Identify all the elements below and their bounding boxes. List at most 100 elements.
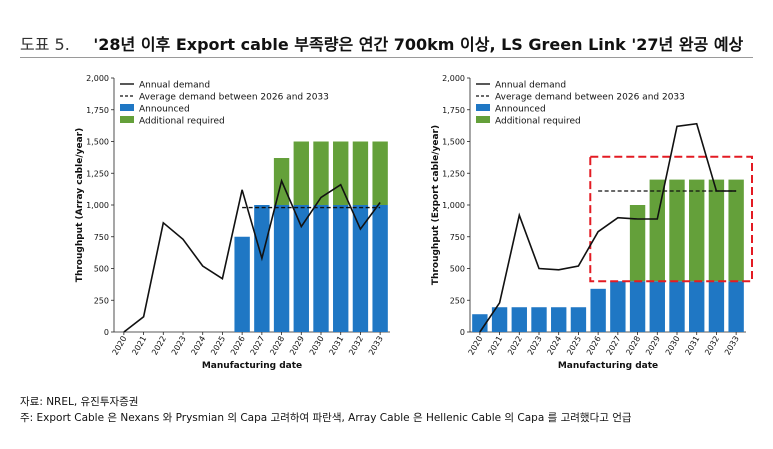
y-tick-label: 1,500: [442, 138, 465, 147]
additional-required-bar: [372, 141, 388, 205]
additional-required-bar: [629, 205, 646, 282]
legend-announced-swatch: [120, 104, 134, 111]
legend-additional-swatch: [120, 116, 134, 123]
announced-bar: [293, 205, 309, 332]
announced-bar: [590, 288, 606, 332]
x-tick-label: 2025: [209, 335, 227, 357]
announced-bar: [491, 307, 508, 332]
source-note: 자료: NREL, 유진투자증권: [20, 396, 139, 408]
y-tick-label: 0: [104, 328, 109, 337]
announced-bar: [570, 307, 587, 332]
x-tick-label: 2032: [703, 335, 721, 357]
additional-required-bar: [669, 179, 685, 282]
footnote: 주: Export Cable 은 Nexans 와 Prysmian 의 Ca…: [20, 412, 632, 424]
additional-required-bar: [333, 141, 349, 205]
x-tick-label: 2028: [268, 335, 286, 357]
additional-required-bar: [313, 141, 329, 205]
annual-demand-line: [123, 178, 381, 333]
highlight-box: [589, 155, 753, 283]
y-tick-label: 0: [460, 328, 465, 337]
x-tick-label: 2027: [605, 335, 623, 357]
y-tick-label: 1,750: [86, 106, 109, 115]
announced-bar: [610, 281, 626, 332]
announced-bar: [708, 281, 725, 332]
y-tick-label: 2,000: [442, 74, 465, 83]
legend-label: Announced: [139, 105, 190, 115]
title-divider: [20, 57, 753, 58]
legend-label: Additional required: [139, 117, 225, 127]
announced-bar: [313, 205, 329, 332]
x-tick-label: 2026: [585, 335, 603, 357]
figure-number: 도표 5.: [20, 35, 70, 54]
x-tick-label: 2028: [624, 335, 642, 357]
figure-title-text: '28년 이후 Export cable 부족량은 연간 700km 이상, L…: [93, 35, 744, 54]
x-tick-label: 2021: [486, 335, 504, 357]
x-tick-label: 2025: [565, 335, 583, 357]
y-tick-label: 250: [94, 296, 109, 305]
legend-label: Average demand between 2026 and 2033: [495, 93, 685, 103]
additional-required-bar: [728, 179, 744, 282]
x-tick-label: 2024: [189, 335, 207, 357]
additional-required-bar: [352, 141, 369, 205]
legend-label: Average demand between 2026 and 2033: [139, 93, 329, 103]
y-tick-label: 1,000: [442, 201, 465, 210]
additional-required-bar: [649, 179, 665, 282]
figure-title: 도표 5. '28년 이후 Export cable 부족량은 연간 700km…: [20, 31, 760, 55]
y-tick-label: 250: [450, 296, 465, 305]
x-axis-label: Manufacturing date: [558, 361, 658, 371]
announced-bar: [629, 281, 646, 332]
array-cable-chart: 0 250 500 750 1,000 1,250 1,500 1,750 2,000 2020 2…: [72, 64, 412, 374]
legend-label: Announced: [495, 105, 546, 115]
x-tick-label: 2031: [327, 335, 345, 357]
x-tick-label: 2032: [347, 335, 365, 357]
announced-bar: [728, 281, 744, 332]
x-tick-label: 2027: [249, 335, 267, 357]
x-axis-label: Manufacturing date: [202, 361, 302, 371]
announced-bar: [551, 307, 567, 332]
additional-required-bar: [708, 179, 725, 282]
x-tick-label: 2021: [130, 335, 148, 357]
y-tick-label: 2,000: [86, 74, 109, 83]
x-tick-label: 2030: [664, 335, 682, 357]
legend-announced-swatch: [476, 104, 490, 111]
legend-additional-swatch: [476, 116, 490, 123]
x-tick-label: 2029: [288, 335, 306, 357]
y-tick-label: 750: [450, 233, 465, 242]
y-tick-label: 1,250: [86, 169, 109, 178]
announced-bar: [333, 205, 349, 332]
x-tick-label: 2031: [683, 335, 701, 357]
x-tick-label: 2024: [545, 335, 563, 357]
legend-label: Annual demand: [139, 81, 210, 91]
announced-bar: [511, 307, 527, 332]
legend-label: Annual demand: [495, 81, 566, 91]
y-tick-label: 500: [94, 265, 109, 274]
announced-bar: [669, 281, 685, 332]
announced-bar: [689, 281, 705, 332]
announced-bar: [234, 236, 250, 332]
announced-bar: [273, 205, 290, 332]
additional-required-bar: [293, 141, 309, 205]
x-tick-label: 2026: [229, 335, 247, 357]
x-tick-label: 2023: [526, 335, 544, 357]
export-cable-chart: 0 250 500 750 1,000 1,250 1,500 1,750 2,000 2020 2…: [428, 64, 773, 374]
y-axis-label: Throughput (Array cable/year): [75, 128, 85, 282]
x-tick-label: 2023: [170, 335, 188, 357]
y-tick-label: 750: [94, 233, 109, 242]
x-tick-label: 2022: [506, 335, 524, 357]
announced-bar: [372, 205, 388, 332]
y-tick-label: 1,750: [442, 106, 465, 115]
legend-label: Additional required: [495, 117, 581, 127]
x-tick-label: 2030: [308, 335, 326, 357]
announced-bar: [649, 281, 665, 332]
y-tick-label: 1,250: [442, 169, 465, 178]
x-tick-label: 2033: [367, 335, 385, 357]
x-tick-label: 2020: [467, 335, 485, 357]
x-tick-label: 2020: [111, 335, 129, 357]
y-tick-label: 500: [450, 265, 465, 274]
x-tick-label: 2033: [723, 335, 741, 357]
y-tick-label: 1,500: [86, 138, 109, 147]
announced-bar: [254, 205, 270, 332]
x-tick-label: 2022: [150, 335, 168, 357]
